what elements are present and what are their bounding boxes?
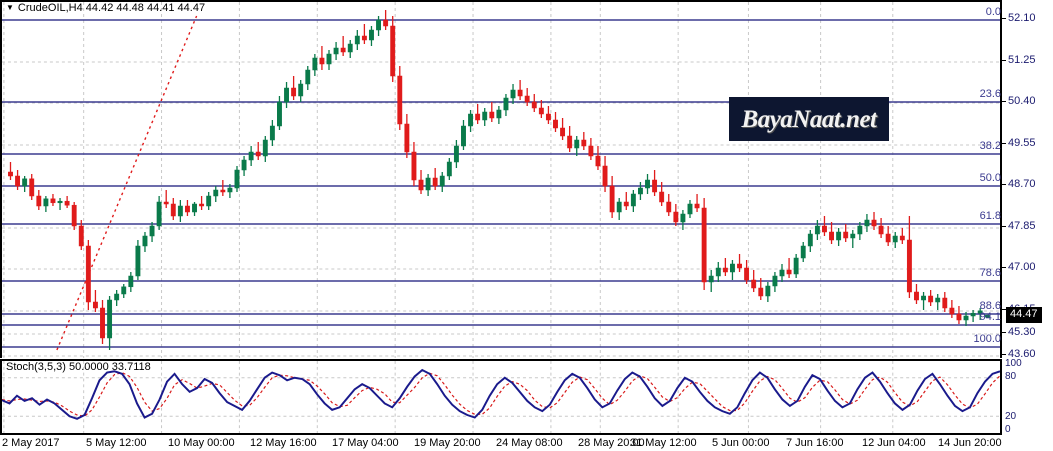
current-price-badge: 44.47 [1006, 307, 1042, 324]
time-axis-label: 5 May 12:00 [86, 437, 147, 449]
time-axis[interactable]: 2 May 2017 5 May 12:00 10 May 00:00 12 May … [0, 437, 1053, 451]
price-axis-label: 43.60 [1008, 348, 1036, 360]
axis-tick-mark [1002, 183, 1006, 185]
axis-tick-mark [1002, 59, 1006, 61]
fibonacci-level-label: 88.6 [979, 300, 1001, 312]
price-axis-tick: 52.10 [1002, 13, 1036, 24]
time-axis-label: 14 Jun 20:00 [938, 437, 1002, 449]
price-axis-tick: 49.55 [1002, 138, 1036, 149]
price-axis-tick: 45.30 [1002, 327, 1036, 338]
stochastic-axis-label: 100 [1005, 358, 1022, 369]
fibonacci-level-label: 78.6 [979, 267, 1001, 279]
stochastic-pane[interactable] [0, 359, 1002, 435]
fibonacci-level-label: 23.6 [979, 88, 1001, 100]
axis-tick-mark [1002, 17, 1006, 19]
price-axis-tick: 51.25 [1002, 55, 1036, 66]
symbol-header: ▼ CrudeOIL,H4 44.42 44.48 44.41 44.47 [6, 2, 205, 14]
time-axis-label: 12 May 16:00 [250, 437, 317, 449]
chart-menu-caret-icon[interactable]: ▼ [6, 3, 14, 12]
price-axis-label: 52.10 [1008, 12, 1036, 24]
price-axis-label: 50.40 [1008, 95, 1036, 107]
price-axis-label: 47.85 [1008, 220, 1036, 232]
price-axis-tick: 47.00 [1002, 262, 1036, 273]
watermark-logo: BayaNaat.net [729, 97, 889, 141]
fibonacci-level-label: 61.8 [979, 210, 1001, 222]
price-axis[interactable]: 52.1051.2550.4049.5548.7047.8547.0046.15… [1002, 0, 1053, 360]
axis-tick-mark [1002, 308, 1006, 310]
axis-tick-mark [1002, 266, 1006, 268]
axis-tick-mark [1002, 331, 1006, 333]
price-axis-label: 51.25 [1008, 54, 1036, 66]
time-axis-label: 28 May 20:00 [578, 437, 645, 449]
stochastic-axis-label: 20 [1005, 410, 1017, 422]
price-chart-canvas [2, 2, 1000, 358]
time-axis-label: 10 May 00:00 [168, 437, 235, 449]
time-axis-label: 17 May 04:00 [332, 437, 399, 449]
axis-tick-mark [1002, 225, 1006, 227]
time-axis-label: 12 Jun 04:00 [862, 437, 926, 449]
price-axis-tick: 43.60 [1002, 349, 1036, 360]
symbol-ohlc-label: CrudeOIL,H4 44.42 44.48 44.41 44.47 [17, 2, 206, 14]
stochastic-axis-label: 80 [1005, 371, 1017, 383]
fibonacci-level-label: 94.1 [979, 311, 1001, 323]
axis-tick-mark [1002, 100, 1006, 102]
time-axis-label: 24 May 08:00 [496, 437, 563, 449]
axis-tick-mark [1002, 142, 1006, 144]
price-axis-tick: 50.40 [1002, 96, 1036, 107]
price-axis-label: 47.00 [1008, 261, 1036, 273]
fibonacci-level-label: 50.0 [979, 172, 1001, 184]
price-axis-tick: 48.70 [1002, 179, 1036, 190]
stochastic-label: Stoch(3,5,3) 50.0000 33.7118 [6, 361, 151, 373]
axis-tick-mark [1002, 353, 1006, 355]
price-axis-label: 45.30 [1008, 326, 1036, 338]
fibonacci-level-label: 100.0 [973, 333, 1001, 345]
time-axis-label: 31 May 12:00 [630, 437, 697, 449]
time-axis-label: 7 Jun 16:00 [786, 437, 844, 449]
price-axis-label: 48.70 [1008, 178, 1036, 190]
fibonacci-level-label: 38.2 [979, 140, 1001, 152]
stochastic-axis-label: 0 [1005, 424, 1011, 435]
watermark-text: BayaNaat.net [741, 105, 877, 133]
time-axis-label: 5 Jun 00:00 [712, 437, 770, 449]
stochastic-canvas [2, 361, 1000, 433]
price-chart-pane[interactable] [0, 0, 1002, 358]
stochastic-axis: 100 80 20 0 [1002, 359, 1053, 435]
time-axis-label: 2 May 2017 [2, 437, 60, 449]
price-axis-label: 49.55 [1008, 137, 1036, 149]
time-axis-label: 19 May 20:00 [414, 437, 481, 449]
price-axis-tick: 47.85 [1002, 221, 1036, 232]
fibonacci-level-label: 0.0 [985, 6, 1001, 18]
